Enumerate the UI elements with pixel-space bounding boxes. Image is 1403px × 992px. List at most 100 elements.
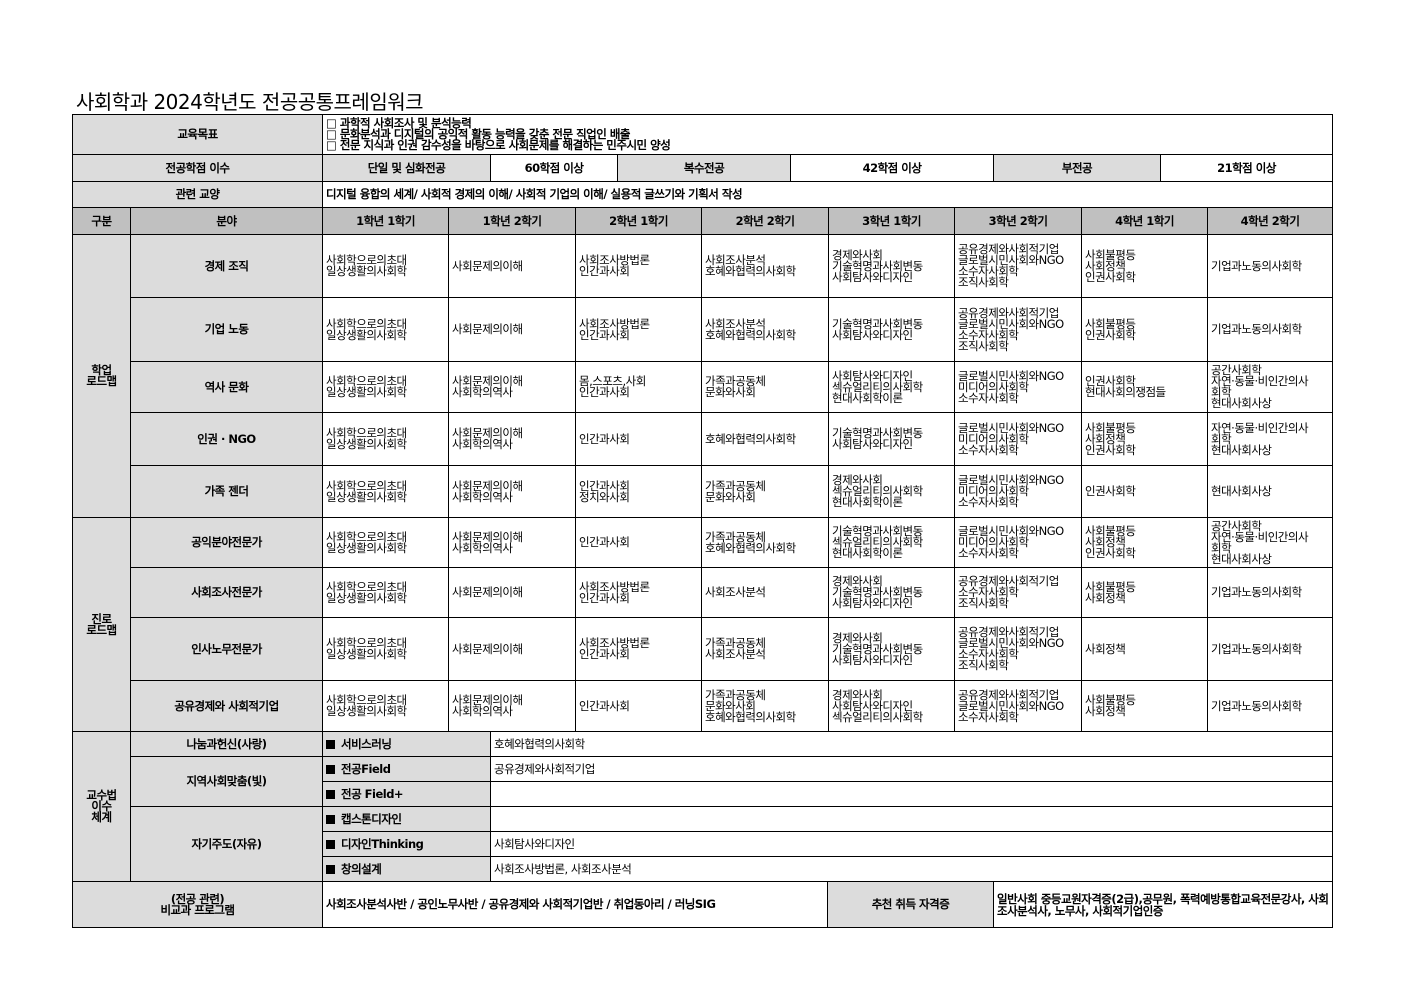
course-cell: 인간과사회 [575,412,702,466]
course-cell: 사회문제의이해 사회학의역사 [448,412,576,466]
course-name: 사회조사방법론 [579,636,650,650]
liberal-table: 관련 교양 디지털 융합의 세계/ 사회적 경제의 이해/ 사회적 기업의 이해… [72,181,1333,208]
course-name: 인권사회학 [1085,269,1136,284]
course-cell: 몸,스포츠,사회 인간과사회 [575,361,702,413]
pedagogy-row: 지역사회맞춤(빛) 전공Field 공유경제와사회적기업 [73,756,1333,807]
course-name: 조직사회학 [958,275,1009,289]
double-major-label: 복수전공 [617,154,791,182]
course-name: 사회학으로의초대 [326,478,407,493]
course-name: 몸,스포츠,사회 [579,374,646,388]
pedagogy-item-value: 사회탐사와디자인 [490,831,1333,857]
group-label-line: 로드맵 [86,374,117,388]
course-name: 공유경제와사회적기업 [958,242,1059,256]
course-name: 미디어의사회학 [958,484,1029,498]
course-name: 경제와사회 [832,574,883,588]
course-name: 소수자사회학 [958,390,1019,405]
roadmap-row: 인사노무전문가 사회학으로의초대 일상생활의사회학 사회문제의이해 사회조사방법론 인간과… [73,617,1333,681]
program-label: (전공 관련) 비교과 프로그램 [72,881,323,928]
course-cell: 인간과사회 [575,680,702,732]
course-cell: 사회학으로의초대 일상생활의사회학 [322,297,449,362]
header-cell: 1학년 1학기 [322,207,449,235]
course-cell: 글로벌시민사회와NGO 미디어의사회학 소수자사회학 [954,412,1082,466]
course-name: 사회정책 [1085,258,1126,273]
course-name: 호혜와협력의사회학 [705,327,796,342]
course-name: 기업과노동의사회학 [1211,258,1302,273]
pedagogy-item: 전공 Field+ [322,781,491,807]
roadmap-row: 공유경제와 사회적기업 사회학으로의초대 일상생활의사회학 사회문제의이해 사회학의역사… [73,680,1333,732]
course-name: 일상생활의사회학 [326,647,407,661]
group-label: 진로 로드맵 [72,517,131,732]
field-label: 공익분야전문가 [130,517,323,568]
page-title: 사회학과 2024학년도 전공공통프레임워크 [76,90,424,114]
course-name: 기술혁명과사회변동 [832,524,923,538]
course-name: 글로벌시민사회와NGO [958,473,1064,487]
pedagogy-item-value [490,781,1333,807]
course-name: 일상생활의사회학 [326,540,407,555]
course-name: 섹슈얼리티의사회학 [832,709,923,724]
header-row: 구분 분야 1학년 1학기 1학년 2학기 2학년 1학기 2학년 2학기 3학년 1학기 3… [72,207,1333,235]
course-name: 기업과노동의사회학 [1211,322,1302,336]
course-cell: 사회학으로의초대 일상생활의사회학 [322,680,449,732]
course-name: 소수자사회학 [958,442,1019,457]
course-name: 사회조사분석 [705,316,766,331]
course-name: 소수자사회학 [958,546,1019,560]
course-name: 호혜와협력의사회학 [705,431,796,446]
course-name: 글로벌시민사회와NGO [958,698,1064,713]
course-name: 사회학의역사 [452,489,513,504]
course-cell: 공간사회학 자연·동물·비인간의사 회학 현대사회사상 [1207,361,1333,413]
roadmap-row: 가족 젠더 사회학으로의초대 일상생활의사회학 사회문제의이해 사회학의역사 인간과사회 정… [73,465,1333,518]
pedagogy-item-name: 전공Field [341,761,391,776]
pedagogy-label-line: 체계 [91,810,112,824]
course-name: 사회조사분석 [705,647,766,661]
course-name: 사회학으로의초대 [326,426,407,440]
course-name: 기술혁명과사회변동 [832,258,923,273]
course-name: 인간과사회 [579,698,630,713]
course-name: 호혜와협력의사회학 [705,540,796,555]
course-cell: 사회불평등 사회정책 인권사회학 [1081,412,1208,466]
course-name: 사회조사분석 [705,585,766,599]
course-name: 경제와사회 [832,687,883,702]
group-label-line: 학업 [91,363,112,377]
course-cell: 사회탐사와디자인 섹슈얼리티의사회학 현대사회학이론 [828,361,955,413]
course-name: 기업과노동의사회학 [1211,585,1302,599]
course-name: 사회정책 [1085,641,1126,656]
field-label: 기업 노동 [130,297,323,362]
course-name: 글로벌시민사회와NGO [958,524,1064,538]
roadmap-row: 인권 · NGO 사회학으로의초대 일상생활의사회학 사회문제의이해 사회학의역사 인간과… [73,412,1333,466]
course-name: 섹슈얼리티의사회학 [832,484,923,498]
pedagogy-item-name: 전공 Field+ [341,786,404,801]
course-cell: 사회정책 [1081,617,1208,681]
course-name: 조직사회학 [958,338,1009,353]
course-name: 인간과사회 [579,590,630,605]
course-name: 사회불평등 [1085,579,1136,594]
course-cell: 사회학으로의초대 일상생활의사회학 [322,517,449,568]
course-name: 공간사회학 [1211,363,1262,377]
course-name: 자연·동물·비인간의사 [1211,529,1309,544]
course-name: 공간사회학 [1211,518,1262,533]
course-cell: 사회문제의이해 [448,617,576,681]
course-cell: 사회문제의이해 [448,567,576,618]
header-cell: 3학년 2학기 [954,207,1082,235]
course-name: 사회불평등 [1085,420,1136,435]
course-name: 사회정책 [1085,704,1126,718]
pedagogy-item: 전공Field [322,756,491,782]
course-name: 회학 [1211,385,1232,399]
course-name: 일상생활의사회학 [326,590,407,605]
course-name: 일상생활의사회학 [326,327,407,342]
credits-label: 전공학점 이수 [72,154,323,182]
header-cell: 1학년 2학기 [448,207,576,235]
course-name: 사회학의역사 [452,704,513,718]
course-cell: 기업과노동의사회학 [1207,297,1333,362]
square-bullet-icon [326,839,335,849]
course-name: 공유경제와사회적기업 [958,687,1059,702]
pedagogy-item: 디자인Thinking [322,831,491,857]
course-cell: 사회학으로의초대 일상생활의사회학 [322,361,449,413]
course-name: 현대사회사상 [1211,551,1272,566]
pedagogy-item-value [490,806,1333,832]
course-cell: 사회조사분석 호혜와협력의사회학 [701,297,829,362]
course-name: 경제와사회 [832,473,883,487]
field-label: 가족 젠더 [130,465,323,518]
square-bullet-icon [326,814,335,824]
course-name: 사회학의역사 [452,540,513,555]
course-name: 사회학으로의초대 [326,693,407,707]
